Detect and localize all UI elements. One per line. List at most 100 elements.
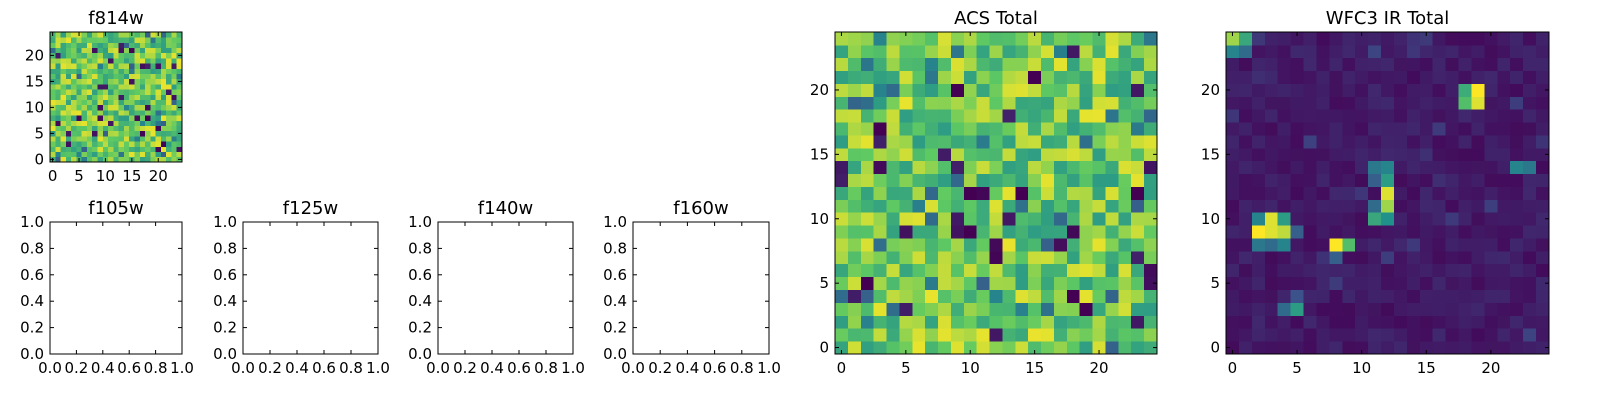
heatmap-cell	[1251, 160, 1266, 175]
heatmap-cell	[1510, 122, 1524, 136]
heatmap-cell	[1226, 315, 1240, 329]
heatmap-cell	[899, 302, 913, 316]
heatmap-cell	[1053, 263, 1068, 278]
heatmap-cell	[1118, 44, 1132, 59]
heatmap-cell	[976, 315, 990, 329]
heatmap-cell	[171, 78, 178, 85]
heatmap-cell	[1092, 83, 1106, 97]
heatmap-cell	[1432, 122, 1447, 136]
heatmap-cell	[1118, 173, 1132, 187]
heatmap-cell	[1079, 109, 1093, 123]
heatmap-cell	[123, 136, 130, 142]
heatmap-cell	[1471, 186, 1485, 200]
x-tick-label: 15	[1417, 359, 1436, 377]
heatmap-cell	[963, 341, 978, 355]
heatmap-cell	[81, 104, 88, 111]
heatmap-cell	[150, 94, 156, 100]
heatmap-cell	[113, 115, 120, 121]
heatmap-cell	[1445, 173, 1459, 187]
heatmap-cell	[1041, 57, 1055, 72]
heatmap-cell	[1419, 96, 1434, 110]
heatmap-cell	[1445, 122, 1459, 136]
heatmap-cell	[925, 147, 939, 162]
wfc3-ir-total-heatmap-cells	[1226, 32, 1550, 355]
heatmap-cell	[123, 89, 130, 95]
heatmap-cell	[1419, 32, 1434, 46]
heatmap-cell	[1118, 122, 1132, 136]
heatmap-cell	[60, 151, 67, 158]
heatmap-cell	[1131, 186, 1145, 200]
heatmap-cell	[134, 130, 141, 137]
heatmap-cell	[166, 94, 172, 100]
heatmap-cell	[65, 141, 72, 147]
heatmap-cell	[899, 199, 913, 213]
heatmap-cell	[1393, 289, 1408, 303]
heatmap-cell	[1131, 70, 1145, 84]
heatmap-cell	[50, 125, 56, 132]
heatmap-cell	[1458, 135, 1472, 149]
heatmap-cell	[950, 250, 965, 265]
heatmap-cell	[134, 32, 141, 38]
heatmap-cell	[1041, 199, 1055, 213]
heatmap-cell	[113, 63, 120, 69]
heatmap-cell	[160, 120, 167, 126]
heatmap-cell	[1028, 315, 1042, 329]
heatmap-cell	[989, 70, 1003, 84]
heatmap-cell	[113, 146, 120, 152]
heatmap-cell	[1497, 250, 1511, 265]
heatmap-cell	[1079, 238, 1093, 252]
heatmap-cell	[1226, 96, 1240, 110]
heatmap-cell	[1523, 315, 1537, 329]
heatmap-cell	[108, 99, 114, 106]
heatmap-cell	[129, 94, 135, 100]
heatmap-cell	[76, 146, 83, 152]
heatmap-cell	[847, 289, 862, 303]
heatmap-cell	[1251, 250, 1266, 265]
heatmap-cell	[1238, 302, 1253, 316]
heatmap-cell	[976, 199, 990, 213]
heatmap-cell	[1381, 302, 1395, 316]
heatmap-cell	[925, 186, 939, 200]
heatmap-cell	[176, 32, 183, 38]
heatmap-cell	[1028, 109, 1042, 123]
heatmap-cell	[129, 136, 135, 142]
heatmap-cell	[71, 130, 77, 137]
heatmap-cell	[1144, 173, 1158, 187]
heatmap-cell	[912, 199, 926, 213]
heatmap-cell	[1342, 238, 1356, 252]
heatmap-cell	[97, 63, 104, 69]
heatmap-cell	[1510, 57, 1524, 72]
heatmap-cell	[150, 68, 156, 74]
heatmap-cell	[1355, 289, 1369, 303]
heatmap-cell	[1105, 70, 1119, 84]
heatmap-cell	[166, 156, 172, 163]
heatmap-cell	[1368, 341, 1382, 355]
y-tick-label: 5	[819, 274, 829, 292]
heatmap-cell	[102, 115, 109, 121]
heatmap-cell	[1406, 96, 1421, 110]
heatmap-cell	[1381, 315, 1395, 329]
heatmap-cell	[1251, 83, 1266, 97]
heatmap-cell	[1277, 96, 1291, 110]
heatmap-cell	[1523, 57, 1537, 72]
heatmap-cell	[989, 135, 1003, 149]
heatmap-cell	[139, 141, 146, 147]
heatmap-cell	[976, 70, 990, 84]
heatmap-cell	[1238, 109, 1253, 123]
heatmap-cell	[989, 328, 1003, 342]
heatmap-cell	[176, 63, 183, 69]
heatmap-cell	[1053, 147, 1068, 162]
f160w-axes-frame	[632, 221, 770, 355]
heatmap-cell	[139, 47, 146, 54]
heatmap-cell	[1105, 315, 1119, 329]
heatmap-cell	[912, 315, 926, 329]
heatmap-cell	[1028, 70, 1042, 84]
heatmap-cell	[1471, 238, 1485, 252]
heatmap-cell	[1066, 44, 1081, 59]
heatmap-cell	[139, 84, 146, 90]
heatmap-cell	[1368, 238, 1382, 252]
heatmap-cell	[1445, 135, 1459, 149]
heatmap-cell	[1355, 96, 1369, 110]
f125w-title: f125w	[283, 198, 338, 219]
heatmap-cell	[1131, 238, 1145, 252]
